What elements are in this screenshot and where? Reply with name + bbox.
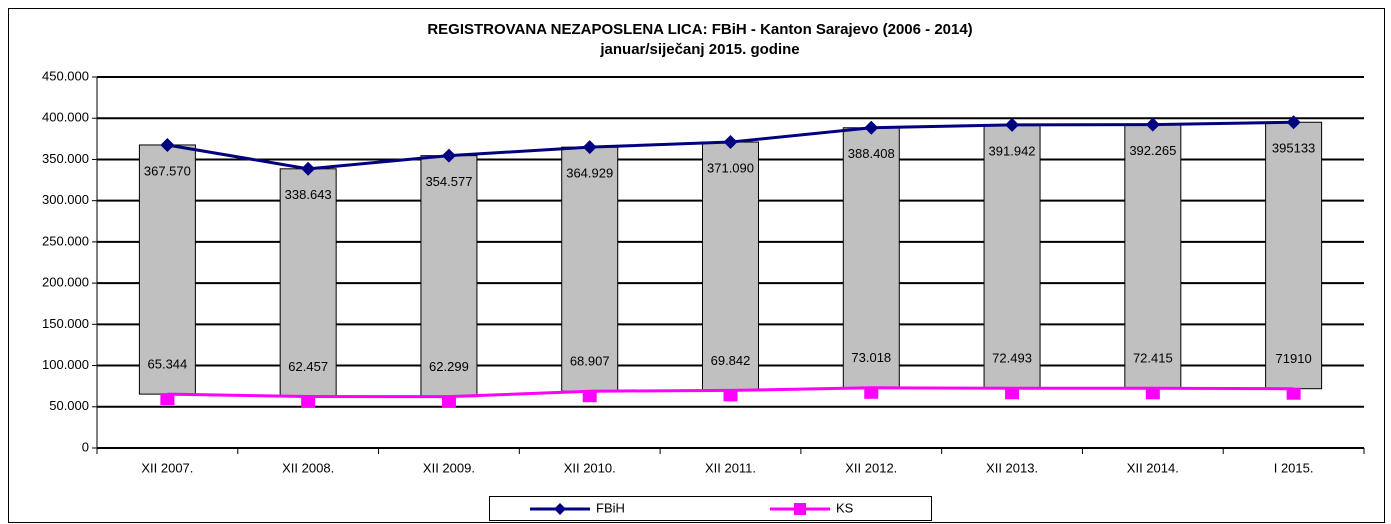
marker bbox=[1286, 387, 1301, 400]
marker bbox=[160, 137, 175, 152]
data-label: 391.942 bbox=[989, 143, 1036, 158]
marker bbox=[582, 140, 597, 155]
x-tick-label: XII 2007. bbox=[141, 460, 193, 475]
y-tick-label: 450.000 bbox=[42, 68, 89, 83]
y-tick-label: 100.000 bbox=[42, 357, 89, 372]
data-label: 71910 bbox=[1276, 351, 1312, 366]
marker bbox=[441, 148, 456, 163]
high-low-bar bbox=[702, 141, 759, 391]
data-label: 72.493 bbox=[992, 351, 1032, 366]
x-tick-label: XII 2009. bbox=[423, 460, 475, 475]
data-label: 69.842 bbox=[711, 353, 751, 368]
marker bbox=[864, 120, 879, 135]
data-label: 371.090 bbox=[707, 160, 754, 175]
data-label: 364.929 bbox=[566, 166, 613, 181]
x-tick-label: I 2015. bbox=[1274, 460, 1314, 475]
chart-title: REGISTROVANA NEZAPOSLENA LICA: FBiH - Ka… bbox=[427, 21, 972, 38]
legend-marker bbox=[794, 503, 806, 515]
high-low-bar bbox=[983, 124, 1041, 389]
y-tick-label: 150.000 bbox=[42, 316, 89, 331]
high-low-bar bbox=[420, 155, 478, 398]
y-tick-label: 350.000 bbox=[42, 151, 89, 166]
marker bbox=[582, 390, 597, 403]
data-label: 62.457 bbox=[288, 359, 328, 374]
marker bbox=[1145, 387, 1160, 400]
y-tick-label: 50.000 bbox=[49, 398, 89, 413]
data-label: 367.570 bbox=[144, 163, 191, 178]
high-low-bar bbox=[1124, 124, 1182, 389]
x-tick-label: XII 2011. bbox=[705, 460, 756, 475]
data-label: 68.907 bbox=[570, 354, 610, 369]
data-label: 388.408 bbox=[848, 146, 895, 161]
y-tick-label: 300.000 bbox=[42, 192, 89, 207]
data-label: 395133 bbox=[1272, 141, 1315, 156]
x-tick-label: XII 2014. bbox=[1127, 460, 1179, 475]
marker bbox=[301, 161, 316, 176]
high-low-bar bbox=[842, 127, 900, 389]
y-tick-label: 0 bbox=[82, 439, 89, 454]
y-tick-label: 200.000 bbox=[42, 275, 89, 290]
y-tick-label: 400.000 bbox=[42, 110, 89, 125]
high-low-bar bbox=[561, 146, 619, 392]
legend-marker bbox=[554, 503, 566, 515]
marker bbox=[1005, 117, 1020, 132]
marker bbox=[301, 395, 316, 408]
marker bbox=[160, 393, 175, 406]
marker bbox=[1005, 387, 1020, 400]
marker bbox=[1145, 117, 1160, 132]
high-low-bar bbox=[279, 168, 337, 398]
marker bbox=[723, 135, 738, 150]
legend-label: FBiH bbox=[596, 500, 625, 515]
data-label: 354.577 bbox=[425, 174, 472, 189]
y-tick-label: 250.000 bbox=[42, 233, 89, 248]
legend-label: KS bbox=[836, 500, 854, 515]
marker bbox=[723, 389, 738, 402]
marker bbox=[1286, 115, 1301, 130]
x-tick-label: XII 2013. bbox=[986, 460, 1038, 475]
data-label: 392.265 bbox=[1129, 143, 1176, 158]
data-label: 73.018 bbox=[851, 350, 891, 365]
high-low-bar bbox=[138, 144, 196, 395]
data-label: 72.415 bbox=[1133, 351, 1173, 366]
marker bbox=[864, 386, 879, 399]
x-tick-label: XII 2012. bbox=[845, 460, 897, 475]
marker bbox=[441, 395, 456, 408]
data-label: 62.299 bbox=[429, 359, 469, 374]
x-tick-label: XII 2010. bbox=[564, 460, 616, 475]
data-label: 65.344 bbox=[148, 357, 188, 372]
x-tick-label: XII 2008. bbox=[282, 460, 334, 475]
high-low-bar bbox=[1265, 121, 1323, 390]
data-label: 338.643 bbox=[285, 187, 332, 202]
chart-subtitle: januar/siječanj 2015. godine bbox=[599, 41, 799, 58]
